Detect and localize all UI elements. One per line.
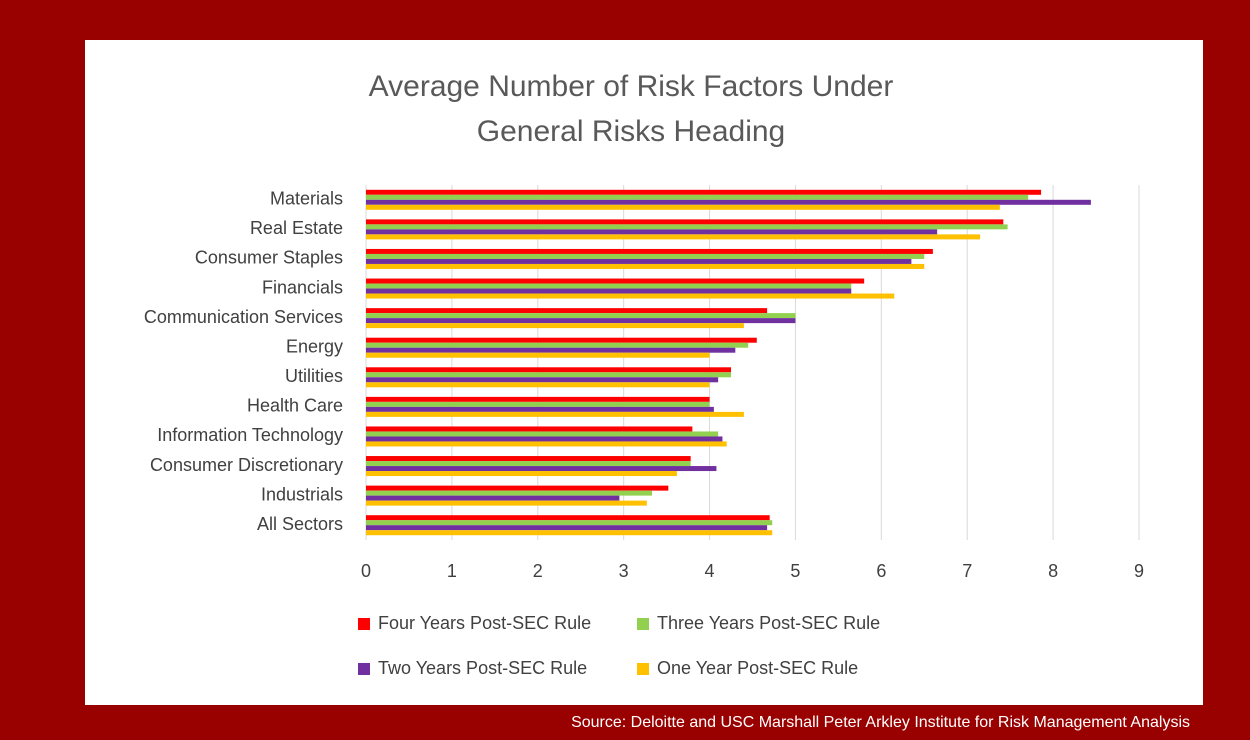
chart-title: General Risks Heading (477, 115, 785, 148)
bar (366, 520, 773, 526)
bar (366, 199, 1091, 205)
bar (366, 485, 669, 491)
bar (366, 219, 1004, 225)
bar (366, 525, 768, 531)
x-tick-label: 9 (1134, 561, 1144, 581)
y-tick-label: Communication Services (144, 307, 343, 327)
bar (366, 313, 796, 319)
legend-label: Four Years Post-SEC Rule (378, 613, 591, 633)
y-tick-label: Financials (262, 277, 343, 297)
bar (366, 308, 768, 314)
y-tick-label: All Sectors (257, 514, 343, 534)
x-tick-label: 5 (790, 561, 800, 581)
bar (366, 288, 852, 294)
bar (366, 278, 865, 284)
y-tick-label: Real Estate (250, 218, 343, 238)
bar (366, 253, 925, 259)
bar (366, 515, 770, 521)
legend-swatch (358, 618, 370, 630)
bar (366, 401, 710, 407)
bar (366, 441, 727, 447)
legend-label: Three Years Post-SEC Rule (657, 613, 880, 633)
bar (366, 406, 714, 412)
bar (366, 318, 796, 324)
x-tick-label: 8 (1048, 561, 1058, 581)
bar (366, 234, 981, 240)
bar (366, 229, 938, 235)
bar (366, 426, 693, 432)
bar (366, 323, 744, 329)
bar (366, 224, 1008, 230)
legend-swatch (637, 663, 649, 675)
bar (366, 283, 852, 289)
y-tick-label: Consumer Discretionary (150, 455, 343, 475)
y-tick-label: Industrials (261, 484, 343, 504)
bar (366, 436, 723, 442)
bar (366, 500, 647, 506)
bar (366, 471, 677, 477)
y-tick-label: Information Technology (157, 425, 343, 445)
bar (366, 342, 749, 348)
x-tick-label: 6 (876, 561, 886, 581)
bar (366, 293, 895, 299)
bar (366, 495, 620, 501)
x-tick-label: 2 (533, 561, 543, 581)
legend-swatch (637, 618, 649, 630)
bar (366, 461, 691, 467)
bar (366, 204, 1000, 210)
bar (366, 490, 653, 496)
bar (366, 382, 710, 388)
bar (366, 431, 719, 437)
legend-label: One Year Post-SEC Rule (657, 658, 858, 678)
bar (366, 466, 717, 472)
x-tick-label: 7 (962, 561, 972, 581)
legend-swatch (358, 663, 370, 675)
bar (366, 347, 736, 353)
bar (366, 337, 757, 343)
bar (366, 372, 732, 378)
bar (366, 248, 933, 254)
bar (366, 189, 1042, 195)
bar (366, 352, 710, 358)
x-tick-label: 0 (361, 561, 371, 581)
bar (366, 377, 719, 383)
bar (366, 263, 925, 269)
y-tick-label: Materials (270, 189, 343, 209)
bar (366, 456, 691, 462)
bar (366, 411, 744, 417)
source-note: Source: Deloitte and USC Marshall Peter … (571, 714, 1190, 731)
y-tick-label: Health Care (247, 396, 343, 416)
bar (366, 367, 732, 373)
x-tick-label: 4 (705, 561, 715, 581)
x-tick-label: 3 (619, 561, 629, 581)
bar (366, 194, 1029, 200)
y-tick-label: Energy (286, 336, 343, 356)
chart-title: Average Number of Risk Factors Under (369, 70, 894, 103)
bar (366, 396, 710, 402)
bar (366, 258, 912, 264)
y-tick-label: Consumer Staples (195, 248, 343, 268)
y-tick-label: Utilities (285, 366, 343, 386)
x-tick-label: 1 (447, 561, 457, 581)
legend-label: Two Years Post-SEC Rule (378, 658, 587, 678)
bar (366, 530, 773, 536)
